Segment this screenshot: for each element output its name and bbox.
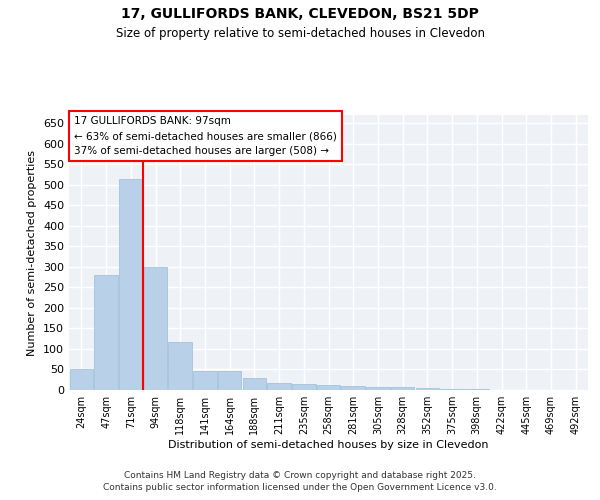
Text: 17 GULLIFORDS BANK: 97sqm
← 63% of semi-detached houses are smaller (866)
37% of: 17 GULLIFORDS BANK: 97sqm ← 63% of semi-… [74,116,337,156]
Bar [366,386,389,390]
Bar [169,342,192,390]
Bar [218,371,241,390]
Bar [268,382,291,390]
Bar [391,387,415,390]
Bar [94,275,118,390]
Bar [317,385,340,390]
Y-axis label: Number of semi-detached properties: Number of semi-detached properties [28,150,37,356]
Bar [144,267,167,390]
Text: Contains HM Land Registry data © Crown copyright and database right 2025.
Contai: Contains HM Land Registry data © Crown c… [103,471,497,492]
Text: Size of property relative to semi-detached houses in Clevedon: Size of property relative to semi-detach… [115,28,485,40]
Bar [193,371,217,390]
X-axis label: Distribution of semi-detached houses by size in Clevedon: Distribution of semi-detached houses by … [168,440,489,450]
Bar [341,386,365,390]
Bar [416,388,439,390]
Bar [119,178,143,390]
Bar [242,378,266,390]
Bar [292,384,316,390]
Bar [70,370,93,390]
Bar [440,389,464,390]
Text: 17, GULLIFORDS BANK, CLEVEDON, BS21 5DP: 17, GULLIFORDS BANK, CLEVEDON, BS21 5DP [121,8,479,22]
Bar [465,389,488,390]
